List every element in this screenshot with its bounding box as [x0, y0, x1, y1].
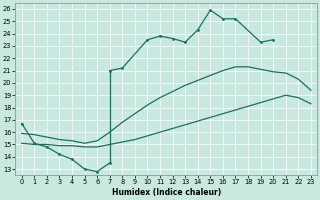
X-axis label: Humidex (Indice chaleur): Humidex (Indice chaleur) — [112, 188, 221, 197]
